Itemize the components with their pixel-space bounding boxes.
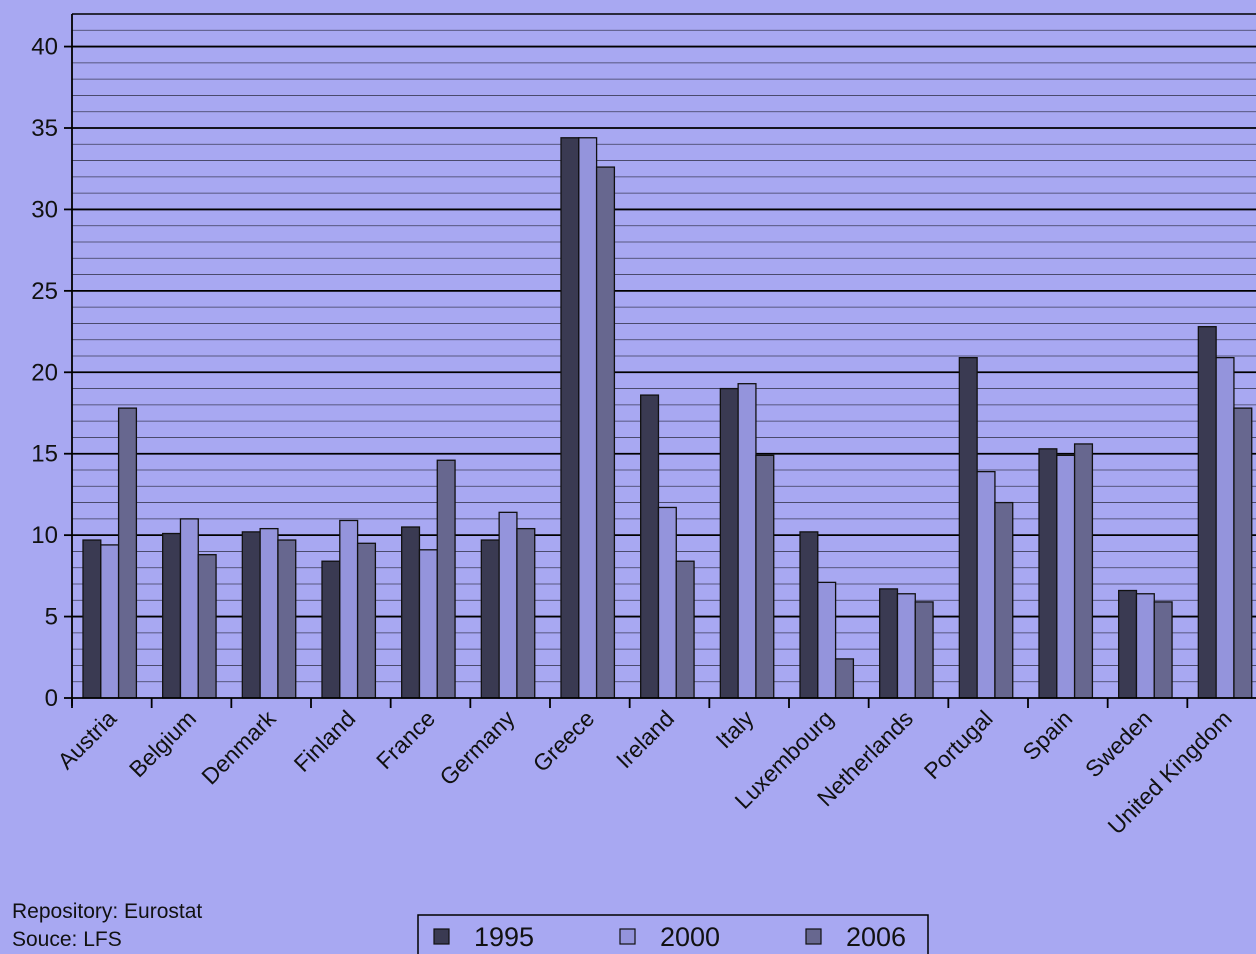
bar-luxembourg-2000 (817, 581, 837, 699)
bar-belgium-2006 (197, 554, 217, 699)
bar-finland-2000 (339, 519, 359, 699)
bar-italy-2006 (755, 454, 775, 699)
y-tick-label: 35 (31, 115, 58, 142)
x-tick-label: Greece (528, 705, 600, 777)
y-tick-label: 30 (31, 196, 58, 223)
bar-germany-2000 (498, 511, 518, 699)
bar-austria-2006 (117, 407, 138, 699)
bar-united-kingdom-1995 (1197, 326, 1217, 699)
x-tick-label: Portugal (919, 705, 998, 784)
bar-ireland-1995 (640, 394, 660, 699)
y-tick-label: 25 (31, 278, 58, 305)
bar-netherlands-2000 (896, 593, 916, 699)
x-tick-label: Spain (1017, 705, 1077, 765)
bar-austria-1995 (82, 539, 102, 699)
bar-ireland-2000 (657, 506, 677, 699)
y-tick-label: 0 (45, 685, 58, 712)
legend-swatch-2000 (619, 928, 636, 945)
x-tick-label: Finland (289, 705, 361, 777)
y-tick-label: 40 (31, 34, 58, 61)
bar-portugal-2000 (976, 470, 996, 699)
legend-label-1995: 1995 (474, 922, 534, 952)
bar-denmark-2006 (277, 539, 297, 699)
x-tick-label: France (371, 705, 440, 774)
bar-ireland-2006 (675, 560, 695, 699)
bar-sweden-2000 (1135, 593, 1155, 699)
bar-germany-1995 (480, 539, 500, 699)
x-tick-label: Denmark (196, 705, 281, 790)
legend-box (417, 914, 929, 954)
bar-italy-2000 (737, 383, 757, 699)
bar-luxembourg-2006 (834, 658, 855, 699)
bar-portugal-2006 (994, 501, 1014, 699)
x-tick-label: Austria (52, 705, 121, 774)
bar-belgium-2000 (179, 518, 199, 699)
x-tick-label: Ireland (611, 705, 679, 773)
bar-denmark-1995 (241, 531, 261, 699)
repository-note: Repository: Eurostat (12, 900, 203, 923)
bar-austria-2000 (100, 544, 120, 699)
bar-netherlands-1995 (879, 588, 899, 699)
bar-france-1995 (401, 526, 421, 699)
bar-belgium-1995 (162, 532, 182, 699)
legend-label-2000: 2000 (660, 922, 720, 952)
legend: 1995 2000 2006 (417, 914, 929, 954)
bar-spain-2006 (1073, 443, 1094, 699)
bar-spain-2000 (1056, 454, 1076, 699)
y-tick-label: 15 (31, 441, 58, 468)
bar-netherlands-2006 (914, 601, 934, 699)
legend-swatch-1995 (433, 928, 450, 945)
bar-portugal-1995 (958, 356, 978, 699)
bar-greece-2006 (595, 166, 616, 699)
bar-sweden-2006 (1153, 601, 1173, 699)
y-tick-label: 10 (31, 522, 58, 549)
legend-label-2006: 2006 (846, 922, 906, 952)
y-tick-label: 20 (31, 359, 58, 386)
bar-united-kingdom-2000 (1215, 356, 1235, 699)
bar-italy-1995 (719, 387, 739, 699)
bar-united-kingdom-2006 (1233, 407, 1253, 699)
bars (82, 137, 1253, 699)
bar-denmark-2000 (259, 527, 279, 699)
bar-greece-1995 (560, 137, 580, 699)
y-tick-label: 5 (45, 604, 58, 631)
bar-spain-1995 (1038, 448, 1058, 699)
x-tick-label: Italy (710, 705, 759, 754)
bar-sweden-1995 (1118, 589, 1138, 699)
bar-greece-2000 (578, 137, 598, 699)
x-tick-label: Germany (434, 705, 520, 791)
source-note: Souce: LFS (12, 928, 122, 951)
x-tick-label: Belgium (124, 705, 201, 782)
bar-germany-2006 (516, 527, 536, 699)
bar-finland-2006 (356, 542, 377, 699)
legend-swatch-2006 (805, 928, 822, 945)
bar-luxembourg-1995 (799, 531, 819, 699)
bar-finland-1995 (321, 560, 341, 699)
bar-france-2006 (436, 459, 456, 699)
x-tick-label: Sweden (1080, 705, 1157, 782)
bar-france-2000 (418, 549, 438, 699)
